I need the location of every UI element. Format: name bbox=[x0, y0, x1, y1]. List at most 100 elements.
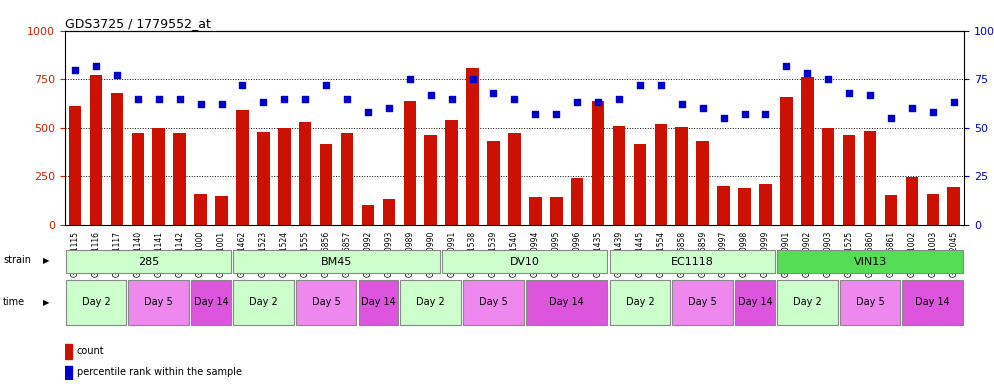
Bar bbox=[718, 186, 730, 225]
Bar bbox=[801, 77, 813, 225]
Bar bbox=[508, 134, 521, 225]
Text: Day 5: Day 5 bbox=[688, 297, 717, 307]
Bar bbox=[65, 344, 72, 359]
Bar bbox=[131, 134, 144, 225]
Bar bbox=[947, 187, 960, 225]
Point bbox=[443, 96, 459, 102]
Text: Day 2: Day 2 bbox=[625, 297, 654, 307]
Bar bbox=[487, 141, 500, 225]
Point bbox=[255, 99, 271, 106]
Point bbox=[904, 105, 919, 111]
Point bbox=[88, 63, 104, 69]
Text: GDS3725 / 1779552_at: GDS3725 / 1779552_at bbox=[65, 17, 211, 30]
Bar bbox=[341, 134, 353, 225]
Bar bbox=[926, 194, 939, 225]
Text: ▶: ▶ bbox=[43, 298, 50, 307]
Bar bbox=[655, 124, 667, 225]
Bar bbox=[633, 144, 646, 225]
Bar bbox=[906, 177, 918, 225]
Point bbox=[172, 96, 188, 102]
Text: Day 14: Day 14 bbox=[194, 297, 229, 307]
Point bbox=[590, 99, 606, 106]
FancyBboxPatch shape bbox=[777, 250, 963, 273]
Text: DV10: DV10 bbox=[510, 257, 540, 266]
FancyBboxPatch shape bbox=[233, 280, 293, 325]
Bar bbox=[89, 75, 102, 225]
FancyBboxPatch shape bbox=[609, 280, 670, 325]
Bar bbox=[383, 199, 396, 225]
Bar bbox=[445, 120, 458, 225]
Point bbox=[799, 70, 815, 76]
FancyBboxPatch shape bbox=[233, 250, 440, 273]
Bar bbox=[591, 101, 604, 225]
Bar bbox=[739, 188, 750, 225]
Point bbox=[528, 111, 544, 117]
Point bbox=[883, 115, 899, 121]
Point bbox=[653, 82, 669, 88]
Bar bbox=[152, 128, 165, 225]
Bar bbox=[278, 128, 290, 225]
Bar bbox=[864, 131, 877, 225]
Point bbox=[841, 90, 857, 96]
Text: Day 14: Day 14 bbox=[361, 297, 396, 307]
Bar bbox=[194, 194, 207, 225]
Text: VIN13: VIN13 bbox=[854, 257, 887, 266]
Point bbox=[820, 76, 836, 82]
Point bbox=[485, 90, 501, 96]
Text: time: time bbox=[3, 297, 25, 307]
FancyBboxPatch shape bbox=[903, 280, 963, 325]
Text: EC1118: EC1118 bbox=[671, 257, 714, 266]
Point bbox=[611, 96, 627, 102]
Point bbox=[360, 109, 376, 115]
Point bbox=[632, 82, 648, 88]
FancyBboxPatch shape bbox=[609, 250, 775, 273]
Point bbox=[716, 115, 732, 121]
Text: count: count bbox=[77, 346, 104, 356]
Text: Day 5: Day 5 bbox=[856, 297, 885, 307]
FancyBboxPatch shape bbox=[736, 280, 775, 325]
Bar bbox=[424, 136, 437, 225]
Bar bbox=[676, 127, 688, 225]
Bar bbox=[466, 68, 479, 225]
Text: Day 2: Day 2 bbox=[82, 297, 110, 307]
Bar bbox=[843, 136, 856, 225]
FancyBboxPatch shape bbox=[672, 280, 733, 325]
Bar bbox=[65, 366, 72, 380]
FancyBboxPatch shape bbox=[128, 280, 189, 325]
Bar bbox=[885, 195, 898, 225]
Point bbox=[381, 105, 397, 111]
FancyBboxPatch shape bbox=[66, 280, 126, 325]
FancyBboxPatch shape bbox=[442, 250, 607, 273]
FancyBboxPatch shape bbox=[526, 280, 607, 325]
Text: Day 2: Day 2 bbox=[793, 297, 822, 307]
FancyBboxPatch shape bbox=[401, 280, 461, 325]
Point bbox=[507, 96, 523, 102]
Point bbox=[695, 105, 711, 111]
FancyBboxPatch shape bbox=[463, 280, 524, 325]
Point bbox=[193, 101, 209, 108]
Bar bbox=[320, 144, 332, 225]
Point bbox=[318, 82, 334, 88]
Bar bbox=[529, 197, 542, 225]
Point bbox=[151, 96, 167, 102]
Bar bbox=[822, 128, 835, 225]
Text: 285: 285 bbox=[137, 257, 159, 266]
Point bbox=[130, 96, 146, 102]
Point bbox=[674, 101, 690, 108]
Point bbox=[778, 63, 794, 69]
FancyBboxPatch shape bbox=[840, 280, 901, 325]
Point bbox=[297, 96, 313, 102]
Text: Day 2: Day 2 bbox=[416, 297, 445, 307]
Point bbox=[549, 111, 565, 117]
FancyBboxPatch shape bbox=[191, 280, 231, 325]
Text: Day 14: Day 14 bbox=[738, 297, 772, 307]
Point bbox=[862, 92, 878, 98]
Text: Day 5: Day 5 bbox=[312, 297, 341, 307]
Point bbox=[276, 96, 292, 102]
Bar bbox=[69, 106, 82, 225]
Point bbox=[422, 92, 438, 98]
Point bbox=[214, 101, 230, 108]
Bar bbox=[612, 126, 625, 225]
Bar bbox=[759, 184, 771, 225]
Bar bbox=[173, 134, 186, 225]
